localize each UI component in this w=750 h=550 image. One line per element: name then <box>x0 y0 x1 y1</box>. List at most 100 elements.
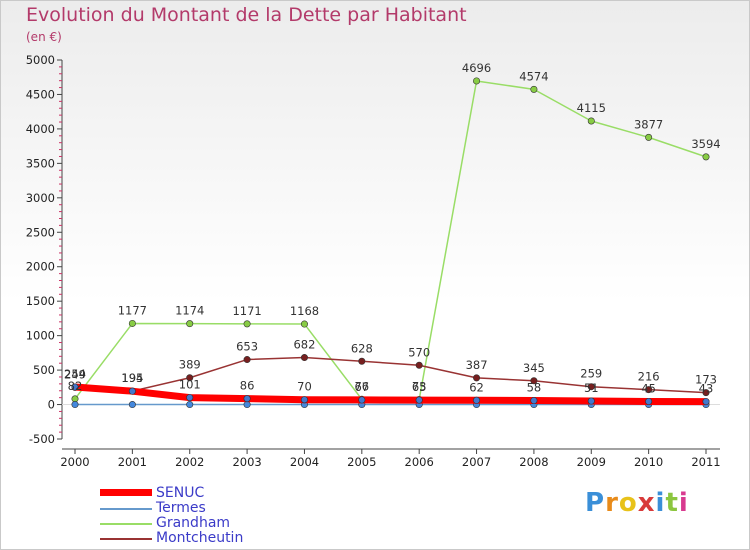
data-label-senuc: 86 <box>240 379 255 393</box>
x-tick-label: 2000 <box>60 455 89 469</box>
data-label-senuc: 65 <box>412 380 427 394</box>
data-point-senuc <box>415 396 423 404</box>
data-label-grandham: 1168 <box>290 304 319 318</box>
data-label-montcheutin: 259 <box>580 367 602 381</box>
legend-swatch-termes <box>100 508 152 510</box>
data-point-senuc <box>530 397 538 405</box>
y-tick-label: 3000 <box>26 191 55 205</box>
legend-label-grandham: Grandham <box>156 515 231 531</box>
y-tick-label: 500 <box>33 363 55 377</box>
data-point-senuc <box>358 396 366 404</box>
y-tick-label: 2500 <box>26 225 55 239</box>
data-label-grandham: 1174 <box>175 304 204 318</box>
y-tick-label: 4500 <box>26 87 55 101</box>
y-tick-label: 0 <box>48 398 55 412</box>
x-tick-label: 2002 <box>175 455 204 469</box>
data-point-montcheutin <box>530 377 538 385</box>
data-label-senuc: 51 <box>584 381 599 395</box>
data-point-grandham <box>473 77 481 85</box>
data-label-grandham: 4696 <box>462 61 491 75</box>
legend-swatch-grandham <box>100 523 152 525</box>
data-label-montcheutin: 345 <box>523 361 545 375</box>
data-label-montcheutin: 570 <box>408 345 430 359</box>
x-tick-label: 2004 <box>290 455 319 469</box>
data-point-senuc <box>587 397 595 405</box>
y-tick-label: 3500 <box>26 156 55 170</box>
data-point-grandham <box>128 319 136 327</box>
series-line-grandham <box>74 80 707 401</box>
y-tick-label: 1000 <box>26 329 55 343</box>
logo-letter: r <box>605 488 619 518</box>
data-point-termes <box>186 401 194 409</box>
logo-letter: t <box>665 488 679 518</box>
proxiti-logo: Proxiti <box>585 488 689 518</box>
data-label-grandham: 82 <box>68 379 83 393</box>
data-label-grandham: 1177 <box>118 303 147 317</box>
data-label-senuc: 254 <box>64 367 86 381</box>
data-label-grandham: 4574 <box>519 69 548 83</box>
data-label-senuc: 45 <box>641 381 656 395</box>
data-point-grandham <box>186 320 194 328</box>
data-point-montcheutin <box>702 389 710 397</box>
data-label-montcheutin: 653 <box>236 340 258 354</box>
logo-letter: P <box>585 488 606 518</box>
data-label-montcheutin: 249 <box>64 367 86 381</box>
data-point-senuc <box>243 395 251 403</box>
data-point-senuc <box>128 387 136 395</box>
series-line-senuc <box>71 383 710 406</box>
x-tick-label: 2007 <box>462 455 491 469</box>
y-tick-label: 2000 <box>26 260 55 274</box>
unit-label: (en €) <box>26 30 62 44</box>
x-tick-label: 2003 <box>232 455 261 469</box>
data-point-montcheutin <box>300 354 308 362</box>
data-label-grandham: 3877 <box>634 117 663 131</box>
data-label-montcheutin: 389 <box>179 358 201 372</box>
data-point-senuc <box>702 398 710 406</box>
data-label-montcheutin: 628 <box>351 341 373 355</box>
y-tick-label: 4000 <box>26 122 55 136</box>
x-tick-label: 2006 <box>405 455 434 469</box>
data-point-grandham <box>587 117 595 125</box>
legend-label-montcheutin: Montcheutin <box>156 530 244 546</box>
data-point-montcheutin <box>186 374 194 382</box>
data-point-grandham <box>530 85 538 93</box>
data-point-grandham <box>702 153 710 161</box>
series-line-montcheutin <box>74 356 707 394</box>
data-point-montcheutin <box>645 386 653 394</box>
y-tick-label: -500 <box>29 432 55 446</box>
data-label-senuc: 58 <box>527 381 542 395</box>
data-label-grandham: 3594 <box>691 137 720 151</box>
legend-swatch-montcheutin <box>100 538 152 540</box>
x-tick-label: 2009 <box>577 455 606 469</box>
data-point-montcheutin <box>415 361 423 369</box>
data-label-senuc: 101 <box>179 378 201 392</box>
data-label-montcheutin: 173 <box>695 373 717 387</box>
data-point-montcheutin <box>587 383 595 391</box>
data-point-grandham <box>300 320 308 328</box>
data-label-senuc: 43 <box>699 382 714 396</box>
data-point-termes <box>71 401 79 409</box>
data-point-montcheutin <box>243 356 251 364</box>
data-point-termes <box>243 401 251 409</box>
series-layer <box>71 77 710 409</box>
logo-letter: o <box>618 488 638 518</box>
data-label-senuc: 62 <box>469 380 484 394</box>
legend-label-senuc: SENUC <box>156 485 205 501</box>
y-tick-label: 1500 <box>26 294 55 308</box>
data-label-montcheutin: 195 <box>121 371 143 385</box>
legend-swatch-senuc <box>100 489 152 496</box>
data-label-montcheutin: 387 <box>466 358 488 372</box>
logo-letter: i <box>678 488 689 518</box>
x-tick-label: 2010 <box>634 455 663 469</box>
data-label-senuc: 67 <box>354 380 369 394</box>
x-tick-label: 2008 <box>519 455 548 469</box>
legend-label-termes: Termes <box>156 500 206 516</box>
data-point-senuc <box>71 383 79 391</box>
chart-title: Evolution du Montant de la Dette par Hab… <box>26 4 467 26</box>
data-labels: 254 194 101 86 70 67 65 62 58 51 45 43 82 1177 1174 117… <box>64 61 721 396</box>
data-point-termes <box>128 401 136 409</box>
data-label-montcheutin: 682 <box>293 338 315 352</box>
data-label-senuc: 70 <box>297 380 312 394</box>
